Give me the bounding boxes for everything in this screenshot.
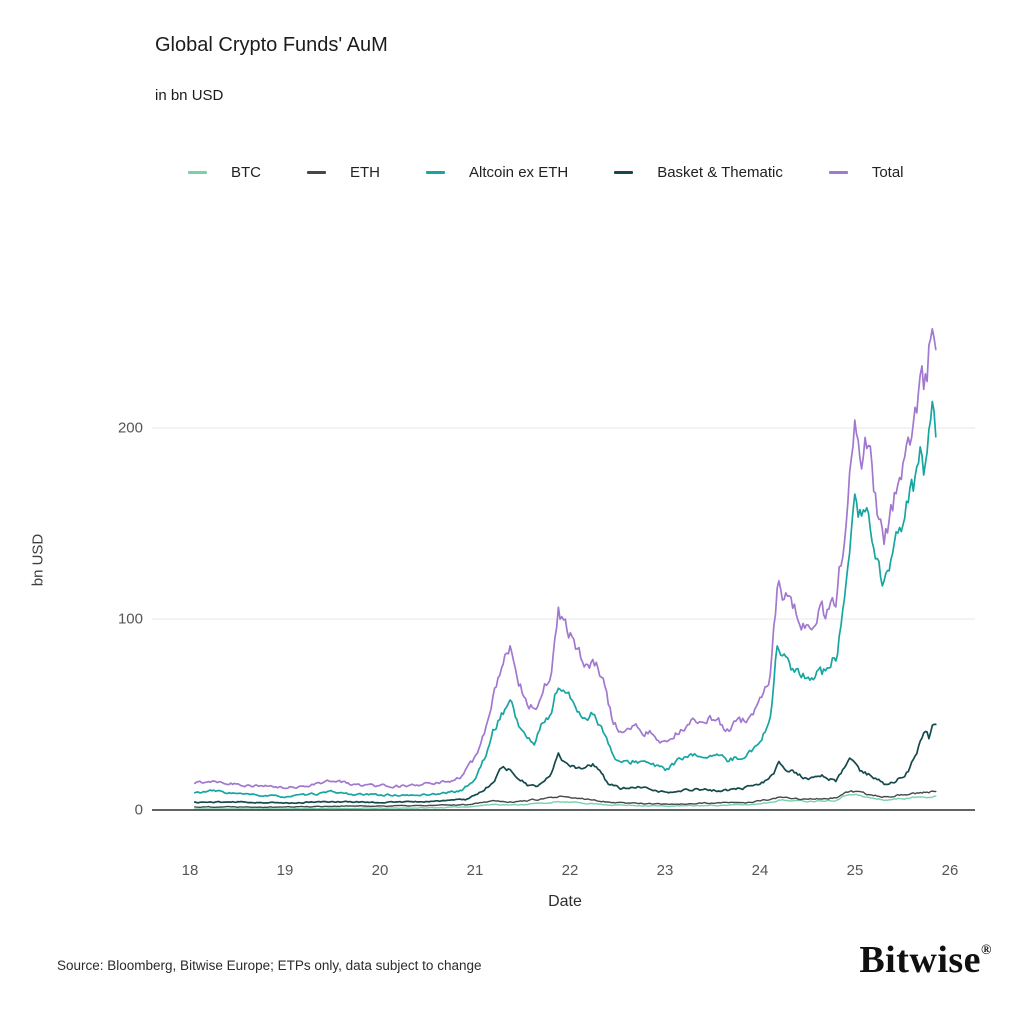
legend-dash-icon xyxy=(614,171,634,174)
series-line-total xyxy=(193,328,937,790)
chart-title: Global Crypto Funds' AuM xyxy=(155,34,388,56)
registered-mark-icon: ® xyxy=(981,943,992,958)
x-tick-label-18: 18 xyxy=(181,862,199,879)
x-tick-label-20: 20 xyxy=(371,862,389,879)
x-tick-label-26: 26 xyxy=(941,862,959,879)
legend-label: BTC xyxy=(231,164,261,181)
legend-item-btc: BTC xyxy=(188,164,261,181)
legend-item-eth: ETH xyxy=(307,164,380,181)
legend-item-total: Total xyxy=(828,164,904,181)
legend-label: ETH xyxy=(350,164,380,181)
series-line-btc xyxy=(194,793,937,810)
y-tick-label-200: 200 xyxy=(117,419,143,437)
y-tick-label-100: 100 xyxy=(117,610,143,628)
chart-subtitle: in bn USD xyxy=(155,87,224,104)
legend-dash-icon xyxy=(307,171,326,174)
x-tick-label-22: 22 xyxy=(561,862,579,879)
series-line-altcoin-ex-eth xyxy=(193,400,937,799)
legend-dash-icon xyxy=(188,171,207,174)
series-line-eth xyxy=(194,790,937,809)
y-tick-label-0: 0 xyxy=(134,801,143,819)
bitwise-logo-text: Bitwise xyxy=(859,939,982,981)
chart-legend: BTC ETH Altcoin ex ETH Basket & Thematic… xyxy=(188,164,904,181)
source-note: Source: Bloomberg, Bitwise Europe; ETPs … xyxy=(57,958,482,973)
x-tick-label-19: 19 xyxy=(276,862,294,879)
legend-dash-icon xyxy=(426,171,445,174)
x-tick-label-21: 21 xyxy=(466,862,484,879)
x-tick-label-25: 25 xyxy=(846,862,864,879)
x-tick-label-24: 24 xyxy=(751,862,769,879)
legend-item-altcoin-ex-eth: Altcoin ex ETH xyxy=(426,164,568,181)
x-axis-title: Date xyxy=(548,893,582,910)
legend-label: Altcoin ex ETH xyxy=(469,164,569,181)
legend-dash-icon xyxy=(828,171,848,174)
x-tick-label-23: 23 xyxy=(656,862,674,879)
legend-label: Total xyxy=(871,164,904,181)
legend-item-basket-thematic: Basket & Thematic xyxy=(614,164,783,181)
legend-label: Basket & Thematic xyxy=(657,164,783,181)
y-axis-title: bn USD xyxy=(29,533,47,587)
series-line-basket-thematic xyxy=(193,723,937,805)
bitwise-logo: Bitwise® xyxy=(859,938,992,982)
